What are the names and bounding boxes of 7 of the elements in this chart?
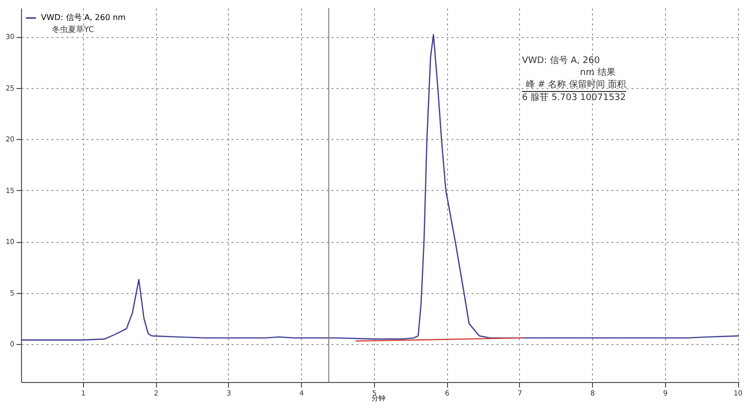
annotation: 6 腺苷 5.703 10071532 [522, 92, 626, 104]
annotation: VWD: 信号 A, 260 [522, 55, 601, 67]
line-series [21, 34, 739, 341]
annotation: nm 结果 [579, 67, 616, 79]
annotation: 冬虫夏草YC [52, 24, 94, 35]
annotation: 峰 # 名称 保留时间 面积 [522, 79, 626, 92]
legend-label: VWD: 信号 A, 260 nm [41, 13, 126, 22]
